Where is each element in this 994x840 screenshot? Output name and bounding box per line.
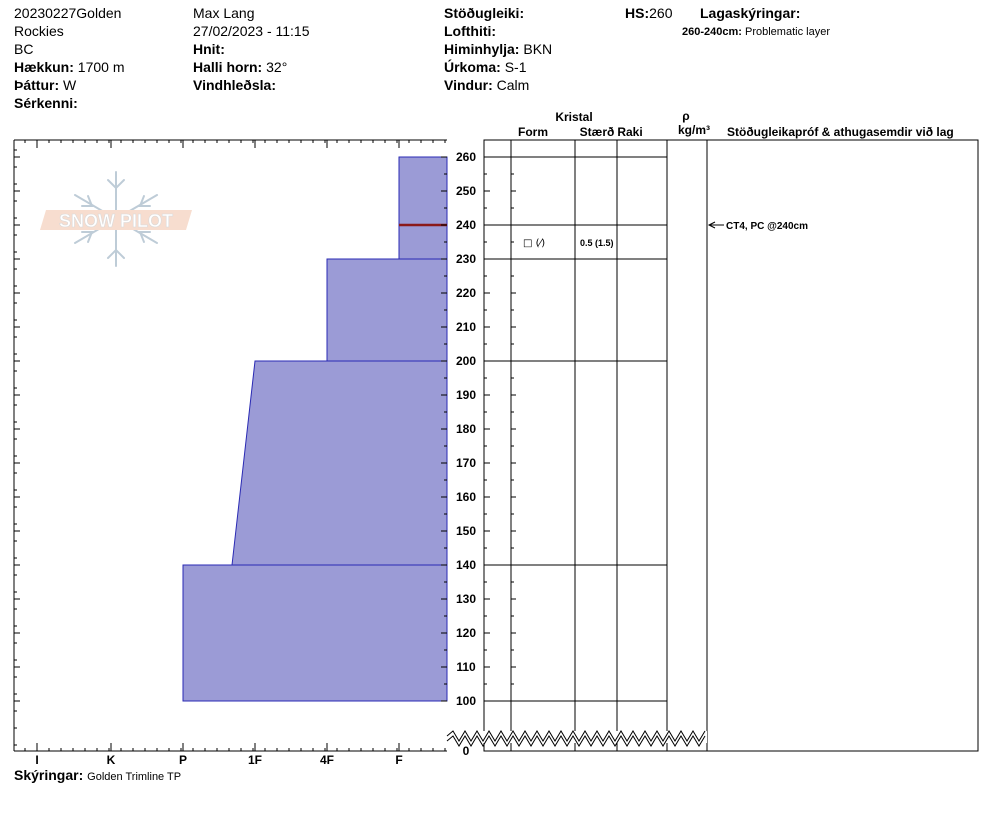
- depth-label-150: 150: [456, 524, 476, 538]
- precip-label: Úrkoma:: [444, 59, 501, 75]
- site-name: 20230227Golden: [14, 5, 122, 21]
- test-arrow-head-0: [707, 221, 716, 229]
- table-group: □ (⁄) 0.5 (1.5) CT4, PC @240cm: [446, 139, 979, 752]
- wind: Vindur: Calm: [444, 76, 529, 94]
- test-result-0: CT4, PC @240cm: [726, 221, 808, 232]
- depth-label-200: 200: [456, 354, 476, 368]
- axis-break-2: [446, 735, 706, 747]
- layer-notes: Lagaskýringar:: [700, 4, 800, 22]
- sky: Himinhylja: BKN: [444, 40, 552, 58]
- wind-loading: Vindhleðsla:: [193, 76, 276, 94]
- depth-label-0: 0: [463, 744, 470, 758]
- wind-loading-label: Vindhleðsla:: [193, 77, 276, 93]
- stability: Stöðugleiki:: [444, 4, 524, 22]
- coords-label: Hnit:: [193, 41, 225, 57]
- depth-label-260: 260: [456, 150, 476, 164]
- axes-group: I K P 1F 4F F 0 100 110 120 130 140 150 160 170 180 190 2…: [13, 139, 490, 767]
- tests-header: Stöðugleikapróf & athugasemdir við lag: [727, 125, 954, 139]
- depth-label-210: 210: [456, 320, 476, 334]
- crystal-form-0: □ (⁄): [523, 238, 545, 249]
- observer: Max Lang: [193, 5, 255, 21]
- layer-note-text: Problematic layer: [745, 26, 830, 38]
- layer-notes-label: Lagaskýringar:: [700, 5, 801, 21]
- aspect-value: W: [63, 77, 77, 93]
- depth-label-170: 170: [456, 456, 476, 470]
- precip-value: S-1: [504, 59, 527, 75]
- moisture-header: Raki: [617, 125, 642, 139]
- slope-value: 32°: [266, 59, 288, 75]
- layer-note-range: 260-240cm:: [682, 26, 742, 38]
- sky-label: Himinhylja:: [444, 41, 520, 57]
- snow-layer-1: [398, 156, 448, 260]
- footer-notes: Skýringar: Golden Trimline TP: [14, 766, 181, 786]
- snow-height: HS:260: [625, 4, 672, 22]
- wind-label: Vindur:: [444, 77, 493, 93]
- slope: Halli horn: 32°: [193, 58, 287, 76]
- depth-label-220: 220: [456, 286, 476, 300]
- stability-label: Stöðugleiki:: [444, 5, 525, 21]
- depth-label-190: 190: [456, 388, 476, 402]
- site-region: Rockies: [14, 23, 64, 39]
- depth-label-120: 120: [456, 626, 476, 640]
- elevation-value: 1700 m: [77, 59, 125, 75]
- hardness-label-F: F: [395, 753, 402, 767]
- hardness-label-1F: 1F: [248, 753, 262, 767]
- elevation-label: Hækkun:: [14, 59, 74, 75]
- air-temp-label: Lofthiti:: [444, 23, 497, 39]
- crystal-size-0: 0.5 (1.5): [580, 238, 614, 248]
- depth-label-160: 160: [456, 490, 476, 504]
- density-symbol: ρ: [682, 109, 689, 123]
- site-province: BC: [14, 41, 34, 57]
- footer-notes-label: Skýringar:: [14, 767, 84, 783]
- depth-label-130: 130: [456, 592, 476, 606]
- footer-notes-value: Golden Trimline TP: [87, 771, 182, 783]
- snow-layer-2: [326, 258, 448, 362]
- layer-note: 260-240cm: Problematic layer: [682, 23, 830, 41]
- depth-label-110: 110: [456, 660, 476, 674]
- table-frame: [483, 139, 979, 752]
- datetime: 27/02/2023 - 11:15: [193, 23, 310, 39]
- hardness-label-I: I: [35, 753, 38, 767]
- hs-label: HS:: [625, 5, 650, 21]
- precip: Úrkoma: S-1: [444, 58, 526, 76]
- wind-value: Calm: [496, 77, 530, 93]
- axis-break: [446, 730, 706, 742]
- depth-label-240: 240: [456, 218, 476, 232]
- air-temp: Lofthiti:: [444, 22, 496, 40]
- size-header: Stærð: [580, 125, 615, 139]
- depth-label-230: 230: [456, 252, 476, 266]
- snow-layer-3: [231, 360, 448, 566]
- form-header: Form: [518, 125, 548, 139]
- depth-label-100: 100: [456, 694, 476, 708]
- density-unit: kg/m³: [678, 123, 710, 137]
- layers-group: [182, 156, 448, 702]
- crystal-header: Kristal: [555, 110, 592, 124]
- features-label: Sérkenni:: [14, 95, 78, 111]
- hs-value: 260: [649, 5, 673, 21]
- elevation: Hækkun: 1700 m: [14, 58, 125, 76]
- sky-value: BKN: [523, 41, 553, 57]
- hardness-label-P: P: [179, 753, 187, 767]
- snowpilot-logo: SNOW PILOT: [40, 171, 192, 267]
- snow-layer-4: [182, 564, 448, 702]
- coords: Hnit:: [193, 40, 225, 58]
- hardness-label-K: K: [107, 753, 116, 767]
- depth-label-140: 140: [456, 558, 476, 572]
- logo-text: SNOW PILOT: [59, 211, 173, 231]
- aspect-label: Þáttur:: [14, 77, 60, 93]
- depth-label-250: 250: [456, 184, 476, 198]
- hardness-label-4F: 4F: [320, 753, 334, 767]
- aspect: Þáttur: W: [14, 76, 76, 94]
- features: Sérkenni:: [14, 94, 78, 112]
- depth-label-180: 180: [456, 422, 476, 436]
- slope-label: Halli horn:: [193, 59, 263, 75]
